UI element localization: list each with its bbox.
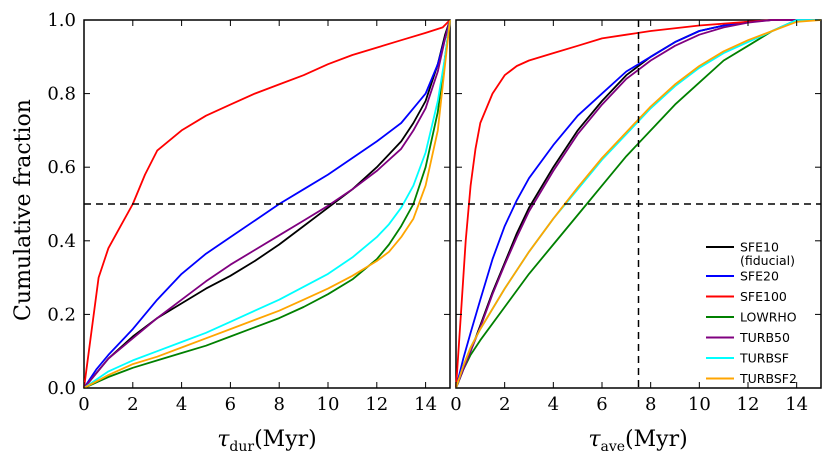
- right-reference-lines: [456, 20, 821, 388]
- y-axis-label: Cumulative fraction: [11, 99, 36, 321]
- left-xtick-label: 4: [176, 394, 187, 415]
- right-xtick-label: 12: [737, 394, 760, 415]
- left-xtick-label: 0: [78, 394, 89, 415]
- right-xtick-label: 2: [499, 394, 510, 415]
- left-xtick-label: 10: [317, 394, 340, 415]
- legend-label-sfe20: SFE20: [740, 269, 779, 284]
- right-line-turb50: [455, 19, 821, 389]
- ytick-label: 0.8: [47, 84, 76, 105]
- left-xtick-label: 14: [414, 394, 437, 415]
- right-xtick-label: 4: [548, 394, 559, 415]
- legend-label-turbsf: TURBSF: [739, 351, 789, 366]
- left-x-axis-label: τdur(Myr): [217, 427, 316, 455]
- left-line-sfe10: [83, 19, 451, 389]
- right-x-axis-label: τave(Myr): [588, 427, 687, 455]
- right-line-lowrho: [455, 19, 821, 389]
- right-x-ticks: 0 2 4 6 8 10 12 14: [450, 20, 808, 415]
- left-xtick-label: 12: [365, 394, 388, 415]
- ytick-label: 0.4: [47, 231, 76, 252]
- legend-label-sfe10: SFE10: [740, 240, 779, 255]
- right-y-ticks: [456, 19, 821, 389]
- legend-label-lowrho: LOWRHO: [740, 310, 797, 325]
- ytick-label: 0.6: [47, 157, 76, 178]
- legend: SFE10(fiducial)SFE20 SFE100 LOWRHO TURB50 TU…: [706, 240, 797, 386]
- right-series-group: [455, 19, 822, 389]
- right-line-sfe20: [455, 19, 821, 389]
- left-y-ticks: 0.0 0.2 0.4 0.6 0.8 1.0: [47, 10, 450, 399]
- ytick-label: 0.2: [47, 304, 76, 325]
- left-series-group: [83, 19, 451, 389]
- ytick-label: 1.0: [47, 10, 76, 31]
- legend-sublabel-sfe10: (fiducial): [740, 253, 795, 268]
- right-line-turbsf2: [455, 19, 822, 389]
- left-line-turbsf2: [83, 19, 451, 389]
- right-xtick-label: 10: [688, 394, 711, 415]
- right-xtick-label: 14: [785, 394, 808, 415]
- left-line-turbsf: [83, 19, 451, 389]
- legend-label-sfe100: SFE100: [740, 289, 787, 304]
- ytick-label: 0.0: [47, 378, 76, 399]
- left-line-sfe100: [83, 19, 451, 389]
- left-xtick-label: 6: [225, 394, 236, 415]
- left-line-sfe20: [83, 19, 451, 389]
- left-line-turb50: [83, 19, 451, 389]
- right-xtick-label: 6: [596, 394, 607, 415]
- left-x-ticks: 0 2 4 6 8 10 12 14: [78, 20, 437, 415]
- right-xtick-label: 8: [645, 394, 656, 415]
- panel-right: 0 2 4 6 8 10 12 14 τave(Myr): [450, 19, 822, 455]
- legend-label-turbsf2: TURBSF2: [739, 371, 797, 386]
- panel-left: 0 2 4 6 8 10 12 14 0.0 0.2 0.4 0.6 0.8 1.0 τdur(Myr): [47, 10, 451, 455]
- left-line-lowrho: [83, 19, 451, 389]
- left-xtick-label: 2: [127, 394, 138, 415]
- right-xtick-label: 0: [450, 394, 461, 415]
- left-xtick-label: 8: [273, 394, 284, 415]
- legend-label-turb50: TURB50: [739, 330, 790, 345]
